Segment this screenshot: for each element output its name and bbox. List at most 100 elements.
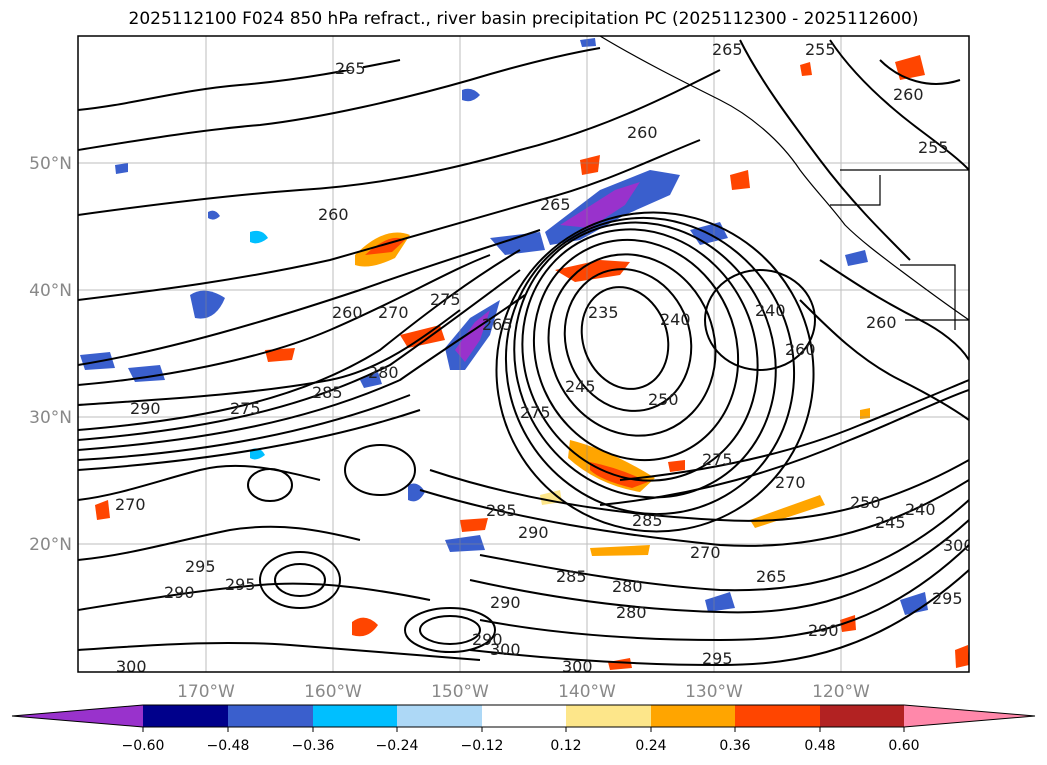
positive-anomaly-patch — [590, 545, 650, 556]
contour-label: 270 — [775, 473, 806, 492]
refractivity-contours — [78, 39, 969, 667]
contour-label: 245 — [875, 513, 906, 532]
negative-anomaly-patch — [250, 448, 265, 460]
negative-anomaly-patch — [455, 310, 490, 362]
contour-label: 260 — [332, 303, 363, 322]
contour-label: 260 — [893, 85, 924, 104]
contour-label: 295 — [932, 589, 963, 608]
positive-anomaly-patch — [955, 645, 969, 668]
colorbar-segment — [566, 705, 651, 727]
negative-anomaly-patch — [580, 38, 596, 47]
contour-label: 275 — [430, 290, 461, 309]
positive-anomaly-patch — [860, 408, 870, 419]
contour-label: 295 — [702, 649, 733, 668]
contour-label: 270 — [378, 303, 409, 322]
contour-label: 240 — [905, 500, 936, 519]
positive-anomaly-patch — [95, 500, 110, 520]
colorbar-segment — [228, 705, 313, 727]
contour-label: 275 — [230, 399, 261, 418]
negative-anomaly-patch — [190, 290, 225, 319]
positive-anomaly-patch — [580, 155, 600, 175]
positive-anomaly-patch — [730, 170, 750, 190]
longitude-labels: 170°W 160°W 150°W 140°W 130°W 120°W — [177, 682, 870, 702]
colorbar-tick-label: −0.36 — [292, 738, 335, 754]
contour-label: 265 — [712, 40, 743, 59]
colorbar-tick-label: 0.36 — [719, 738, 750, 754]
lat-label: 20°N — [29, 535, 72, 555]
negative-anomaly-patch — [462, 88, 480, 102]
negative-anomaly-patch — [250, 230, 268, 244]
contour-label: 250 — [850, 493, 881, 512]
negative-anomaly-patch — [360, 372, 382, 388]
colorbar-tick-label: 0.60 — [888, 738, 919, 754]
colorbar-segment — [313, 705, 397, 727]
contour-label: 260 — [318, 205, 349, 224]
negative-anomaly-patch — [900, 592, 928, 615]
contour-label: 290 — [808, 621, 839, 640]
contour-label: 285 — [632, 511, 663, 530]
contour-label: 270 — [690, 543, 721, 562]
map-area: 265 260 265 255 260 260 255 260 265 260 … — [78, 36, 974, 676]
latitude-labels: 50°N 40°N 30°N 20°N — [29, 154, 72, 555]
colorbar-tick-label: −0.60 — [122, 738, 165, 754]
negative-anomaly-patch — [705, 592, 735, 612]
lat-label: 50°N — [29, 154, 72, 174]
contour-label: 285 — [312, 383, 343, 402]
lon-label: 140°W — [558, 682, 616, 702]
colorbar-tick-label: 0.12 — [550, 738, 581, 754]
contour-label: 265 — [482, 315, 513, 334]
contour-label: 295 — [225, 575, 256, 594]
positive-anomaly-patch — [352, 617, 378, 637]
contour-label: 280 — [616, 603, 647, 622]
colorbar-segment — [651, 705, 735, 727]
contour-label: 290 — [164, 583, 195, 602]
contour-label: 280 — [368, 363, 399, 382]
contour-label: 275 — [702, 450, 733, 469]
lon-label: 130°W — [685, 682, 743, 702]
positive-anomaly-patch — [668, 460, 685, 472]
lat-label: 40°N — [29, 281, 72, 301]
contour-label: 270 — [115, 495, 146, 514]
lon-label: 150°W — [431, 682, 489, 702]
contour-label: 260 — [866, 313, 897, 332]
contour-label: 250 — [648, 390, 679, 409]
colorbar-tick-label: 0.24 — [635, 738, 666, 754]
positive-anomaly-patch — [800, 62, 812, 76]
positive-anomaly-patch — [265, 348, 295, 362]
contour-label: 290 — [130, 399, 161, 418]
coastlines — [599, 36, 969, 330]
colorbar-ticks — [142, 727, 905, 732]
contour-label: 240 — [660, 310, 691, 329]
positive-anomaly-patch — [460, 518, 488, 532]
contour-label: 245 — [565, 377, 596, 396]
figure-title: 2025112100 F024 850 hPa refract., river … — [128, 9, 919, 29]
colorbar-tick-label: −0.24 — [376, 738, 419, 754]
colorbar-segment — [143, 705, 228, 727]
contour-label: 295 — [185, 557, 216, 576]
colorbar: −0.60 −0.48 −0.36 −0.24 −0.12 0.12 0.24 … — [11, 704, 1036, 754]
contour-label: 255 — [805, 40, 836, 59]
contour-label: 285 — [486, 501, 517, 520]
colorbar-tick-label: −0.12 — [461, 738, 504, 754]
contour-label: 275 — [520, 403, 551, 422]
negative-anomaly-patch — [560, 182, 640, 228]
contour-label: 265 — [335, 59, 366, 78]
contour-label: 280 — [612, 577, 643, 596]
negative-anomaly-patch — [408, 483, 425, 502]
contour-label: 300 — [562, 657, 593, 676]
colorbar-segment — [735, 705, 820, 727]
colorbar-segment — [820, 705, 904, 727]
colorbar-min-extension — [12, 705, 143, 727]
contour-label: 300 — [116, 657, 147, 676]
colorbar-max-extension — [904, 705, 1035, 727]
negative-anomaly-patch — [490, 232, 545, 255]
positive-anomaly-patch — [590, 462, 648, 488]
contour-labels: 265 260 265 255 260 260 255 260 265 260 … — [115, 40, 974, 676]
positive-anomaly-patch — [895, 55, 925, 80]
positive-anomaly-patch — [608, 658, 632, 670]
contour-label: 285 — [556, 567, 587, 586]
gridlines — [78, 36, 969, 672]
contour-label: 260 — [785, 340, 816, 359]
contour-label: 300 — [943, 536, 974, 555]
